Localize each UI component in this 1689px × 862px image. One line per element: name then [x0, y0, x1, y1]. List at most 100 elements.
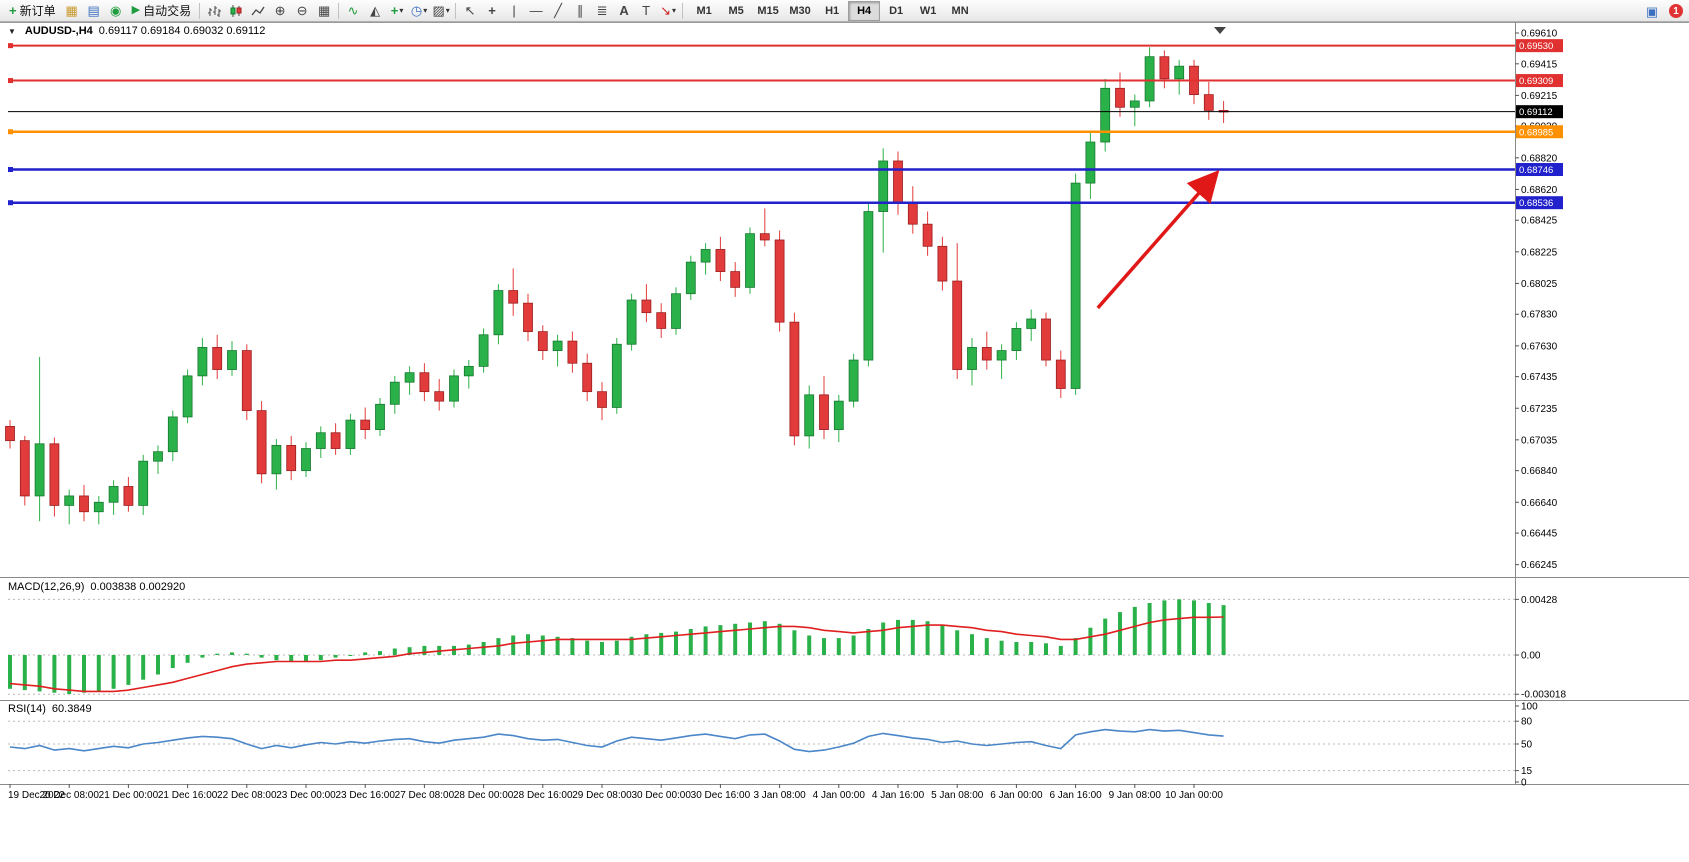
periods-icon: ◷ — [410, 3, 423, 18]
svg-text:0.68425: 0.68425 — [1521, 216, 1558, 227]
chart-profiles-button[interactable]: ▦ — [61, 2, 83, 20]
hline-support[interactable]: 0.68746 — [8, 163, 1563, 177]
hline-support[interactable]: 0.68536 — [8, 196, 1563, 210]
svg-text:0.66640: 0.66640 — [1521, 498, 1558, 509]
svg-text:29 Dec 08:00: 29 Dec 08:00 — [572, 790, 632, 801]
svg-text:0.68620: 0.68620 — [1521, 185, 1558, 196]
text-button[interactable]: A — [613, 2, 635, 20]
trend-arrow[interactable] — [1096, 169, 1220, 310]
trendline-button[interactable]: ╱ — [547, 2, 569, 20]
chart-canvas[interactable]: 0.696100.694150.692150.690200.688200.686… — [0, 22, 1689, 862]
svg-text:3 Jan 08:00: 3 Jan 08:00 — [753, 790, 806, 801]
new-order-label: 新订单 — [19, 4, 56, 18]
channel-button[interactable]: ∥ — [569, 2, 591, 20]
svg-text:0.68225: 0.68225 — [1521, 247, 1558, 258]
candlestick-chart-button[interactable] — [225, 2, 247, 20]
svg-text:0.67830: 0.67830 — [1521, 310, 1558, 321]
chevron-down-icon: ▾ — [423, 6, 428, 15]
svg-text:4 Jan 16:00: 4 Jan 16:00 — [872, 790, 925, 801]
zoom-out-icon: ⊖ — [296, 3, 308, 18]
timeframe-button-M15[interactable]: M15 — [757, 4, 779, 17]
svg-text:30 Dec 00:00: 30 Dec 00:00 — [631, 790, 691, 801]
templates-icon: ▨ — [432, 3, 445, 18]
chart-window[interactable]: 0.696100.694150.692150.690200.688200.686… — [0, 22, 1689, 862]
navigator-icon: ◉ — [109, 3, 122, 18]
arrow-tool-button[interactable]: ↘ ▾ — [657, 2, 679, 20]
hline-current-price[interactable]: 0.69112 — [8, 105, 1563, 119]
tile-windows-icon: ▦ — [317, 3, 331, 18]
bar-chart-icon — [208, 5, 222, 17]
svg-text:0.66445: 0.66445 — [1521, 529, 1558, 540]
indicators-button[interactable]: ∿ — [342, 2, 364, 20]
cursor-icon: ↖ — [464, 3, 476, 18]
timeframe-button-M30[interactable]: M30 — [789, 4, 811, 17]
hline-resistance[interactable]: 0.69309 — [8, 74, 1563, 88]
hline-resistance[interactable]: 0.69530 — [8, 39, 1563, 53]
svg-text:-0.003018: -0.003018 — [1521, 690, 1566, 701]
vertical-line-icon: | — [512, 3, 516, 18]
candlestick-chart-icon — [230, 4, 242, 17]
periods-button[interactable]: ◷ ▾ — [408, 2, 430, 20]
cursor-button[interactable]: ↖ — [459, 2, 481, 20]
horizontal-line-button[interactable]: — — [525, 2, 547, 20]
timeframe-button-H1[interactable]: H1 — [825, 4, 840, 17]
tile-windows-button[interactable]: ▦ — [313, 2, 335, 20]
vertical-line-button[interactable]: | — [503, 2, 525, 20]
zoom-out-button[interactable]: ⊖ — [291, 2, 313, 20]
chevron-down-icon: ▾ — [672, 6, 677, 15]
fibonacci-button[interactable]: ≣ — [591, 2, 613, 20]
label-button[interactable]: T — [635, 2, 657, 20]
macd-values: 0.003838 0.002920 — [90, 581, 186, 593]
zoom-in-button[interactable]: ⊕ — [269, 2, 291, 20]
svg-text:0.69309: 0.69309 — [1519, 76, 1553, 87]
notification-badge[interactable]: 1 — [1669, 4, 1683, 18]
chevron-down-icon: ▾ — [445, 6, 450, 15]
line-chart-button[interactable] — [247, 2, 269, 20]
timeframe-button-MN[interactable]: MN — [951, 4, 969, 17]
svg-text:0.66245: 0.66245 — [1521, 560, 1558, 571]
svg-text:9 Jan 08:00: 9 Jan 08:00 — [1109, 790, 1162, 801]
svg-text:0.66840: 0.66840 — [1521, 466, 1558, 477]
community-button[interactable]: ▣ — [1641, 2, 1663, 20]
svg-text:22 Dec 08:00: 22 Dec 08:00 — [217, 790, 277, 801]
svg-text:0.68985: 0.68985 — [1519, 127, 1553, 138]
timeframe-button-H4[interactable]: H4 — [848, 0, 881, 21]
chevron-down-icon: ▾ — [399, 6, 404, 15]
toolbar-separator — [682, 2, 684, 19]
autotrading-icon: ▶ — [131, 4, 141, 16]
svg-text:6 Jan 16:00: 6 Jan 16:00 — [1049, 790, 1102, 801]
scroll-shift-icon[interactable] — [1214, 27, 1226, 34]
new-order-button[interactable]: + 新订单 — [4, 2, 61, 20]
svg-text:20 Dec 08:00: 20 Dec 08:00 — [39, 790, 99, 801]
add-indicator-icon: + — [390, 3, 399, 18]
hline-level[interactable]: 0.68985 — [8, 125, 1563, 139]
text-icon: A — [619, 3, 629, 18]
crosshair-button[interactable]: + — [481, 2, 503, 20]
svg-text:50: 50 — [1521, 740, 1533, 751]
rsi-pane: 100 80 50 150 — [8, 702, 1538, 789]
timeframe-button-M5[interactable]: M5 — [728, 4, 744, 17]
autotrading-button[interactable]: ▶ 自动交易 — [127, 2, 196, 20]
svg-text:0.68746: 0.68746 — [1519, 165, 1553, 176]
chart-title: ▼ AUDUSD-,H4 0.69117 0.69184 0.69032 0.6… — [8, 25, 265, 37]
macd-pane: 0.00428 0.00 -0.003018 — [8, 595, 1566, 701]
bar-chart-button[interactable] — [203, 2, 225, 20]
objects-button[interactable]: ◭ — [364, 2, 386, 20]
ohlc-readout: 0.69117 0.69184 0.69032 0.69112 — [98, 25, 266, 37]
timeframe-button-M1[interactable]: M1 — [696, 4, 712, 17]
line-chart-icon — [251, 6, 265, 15]
market-watch-button[interactable]: ▤ — [83, 2, 105, 20]
timeframe-button-D1[interactable]: D1 — [889, 4, 904, 17]
new-order-icon: + — [9, 3, 17, 18]
svg-text:0.00428: 0.00428 — [1521, 595, 1558, 606]
fibonacci-icon: ≣ — [596, 3, 608, 18]
svg-text:0.00: 0.00 — [1521, 651, 1541, 662]
timeframe-button-W1[interactable]: W1 — [919, 4, 937, 17]
svg-text:23 Dec 00:00: 23 Dec 00:00 — [276, 790, 336, 801]
navigator-button[interactable]: ◉ — [105, 2, 127, 20]
templates-button[interactable]: ▨ ▾ — [430, 2, 452, 20]
add-indicator-button[interactable]: + ▾ — [386, 2, 408, 20]
svg-text:0.69112: 0.69112 — [1519, 107, 1553, 118]
one-click-trading-icon[interactable]: ▼ — [8, 26, 16, 36]
